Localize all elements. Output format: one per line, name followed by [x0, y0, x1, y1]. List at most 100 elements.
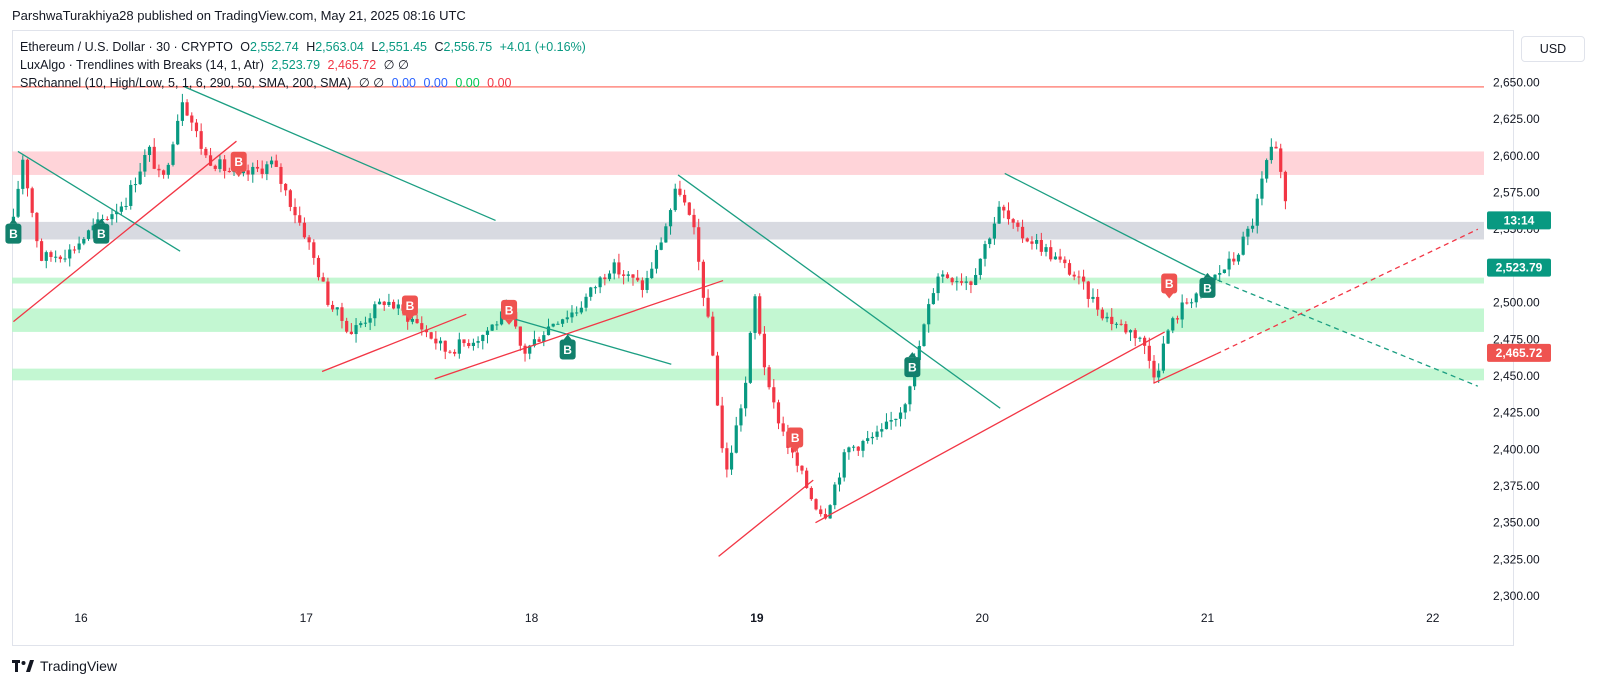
candle [744, 376, 748, 417]
candle [471, 338, 475, 351]
candle-body [729, 452, 734, 470]
candle-body [908, 386, 912, 405]
candle-body [279, 166, 283, 184]
candle-body [917, 346, 921, 360]
luxalgo-name[interactable]: LuxAlgo · Trendlines with Breaks (14, 1,… [20, 58, 264, 72]
candle [1157, 363, 1161, 383]
candle-body [213, 165, 217, 169]
candle [260, 160, 264, 179]
candle-body [194, 122, 199, 132]
candle-body [476, 341, 480, 343]
candle-body [91, 225, 95, 231]
candle [279, 163, 283, 193]
candle-body [77, 243, 81, 250]
candle-body [739, 408, 743, 426]
price-tick-label: 2,350.00 [1493, 516, 1540, 530]
srchannel-name[interactable]: SRchannel (10, High/Low, 5, 1, 6, 290, 5… [20, 76, 352, 90]
currency-button[interactable]: USD [1521, 36, 1585, 62]
candle-body [1218, 273, 1222, 275]
candle [551, 323, 555, 328]
brand-name: TradingView [40, 658, 118, 674]
candle [21, 155, 25, 195]
candle [1124, 321, 1128, 335]
candle [368, 313, 372, 331]
candle-body [612, 262, 616, 274]
candle-body [1189, 302, 1194, 304]
candle [326, 277, 330, 307]
candle [908, 385, 912, 412]
candle [565, 310, 569, 323]
candle [1086, 280, 1090, 308]
candle [654, 245, 659, 274]
candle-body [711, 316, 715, 356]
signal-label: B [1203, 281, 1212, 295]
downtrend-line [1004, 172, 1202, 274]
candle [1133, 328, 1137, 347]
candle-body [584, 296, 588, 308]
candle-body [842, 452, 846, 478]
signal-pointer [505, 319, 514, 325]
candle-body [100, 219, 105, 221]
candle-body [119, 206, 123, 212]
candle-body [68, 249, 72, 259]
candle [523, 343, 527, 362]
candle [86, 229, 91, 241]
candle [1006, 202, 1011, 225]
candle-body [115, 211, 119, 215]
legend-symbol-row[interactable]: Ethereum / U.S. Dollar · 30 · CRYPTO O2,… [20, 38, 590, 56]
candle [941, 270, 945, 283]
candle-body [1030, 241, 1034, 244]
candle-body [1016, 222, 1020, 227]
candle [429, 331, 433, 340]
candle [143, 149, 147, 177]
candle [30, 186, 34, 218]
countdown-badge-text: 13:14 [1504, 213, 1535, 227]
candle-body [1006, 210, 1011, 220]
candle-body [387, 301, 391, 306]
candle-body [340, 307, 344, 321]
candle [392, 299, 396, 310]
candle-body [823, 514, 828, 519]
brand-footer[interactable]: TradingView [12, 658, 117, 674]
candle-body [617, 262, 621, 275]
candle [373, 301, 377, 327]
candle [612, 258, 616, 280]
candle [950, 276, 954, 286]
candle-body [654, 249, 659, 269]
candle-body [1241, 236, 1245, 255]
candle [1171, 316, 1175, 334]
candle [579, 301, 583, 315]
candle [917, 340, 921, 361]
candle [307, 235, 311, 250]
candle-body [1194, 293, 1198, 303]
candle-body [697, 227, 701, 262]
candle-body [1171, 318, 1175, 331]
candle [640, 277, 644, 298]
candle-body [795, 452, 799, 466]
candle [312, 239, 316, 265]
candle [861, 439, 865, 458]
downtrend-line [513, 318, 672, 365]
signal-badge [1161, 273, 1178, 294]
support-zone [12, 368, 1484, 381]
candle-body [988, 238, 992, 245]
candle [866, 430, 870, 444]
candle-body [1077, 276, 1081, 278]
candle [16, 180, 20, 218]
symbol-title[interactable]: Ethereum / U.S. Dollar · 30 · CRYPTO [20, 40, 233, 54]
signal-label: B [406, 299, 415, 313]
candle [1058, 248, 1062, 263]
candle-body [551, 323, 555, 327]
candle-body [678, 188, 682, 195]
candle-body [1053, 256, 1058, 260]
candle-body [133, 184, 138, 186]
signal-label: B [234, 155, 243, 169]
candle-body [523, 345, 527, 354]
candle [898, 407, 903, 427]
candle-body [495, 324, 499, 326]
legend-luxalgo-row[interactable]: LuxAlgo · Trendlines with Breaks (14, 1,… [20, 56, 590, 74]
legend-srchannel-row[interactable]: SRchannel (10, High/Low, 5, 1, 6, 290, 5… [20, 74, 590, 92]
price-tick-label: 2,400.00 [1493, 442, 1540, 456]
lower-trend-price-badge-bg [1487, 343, 1551, 362]
